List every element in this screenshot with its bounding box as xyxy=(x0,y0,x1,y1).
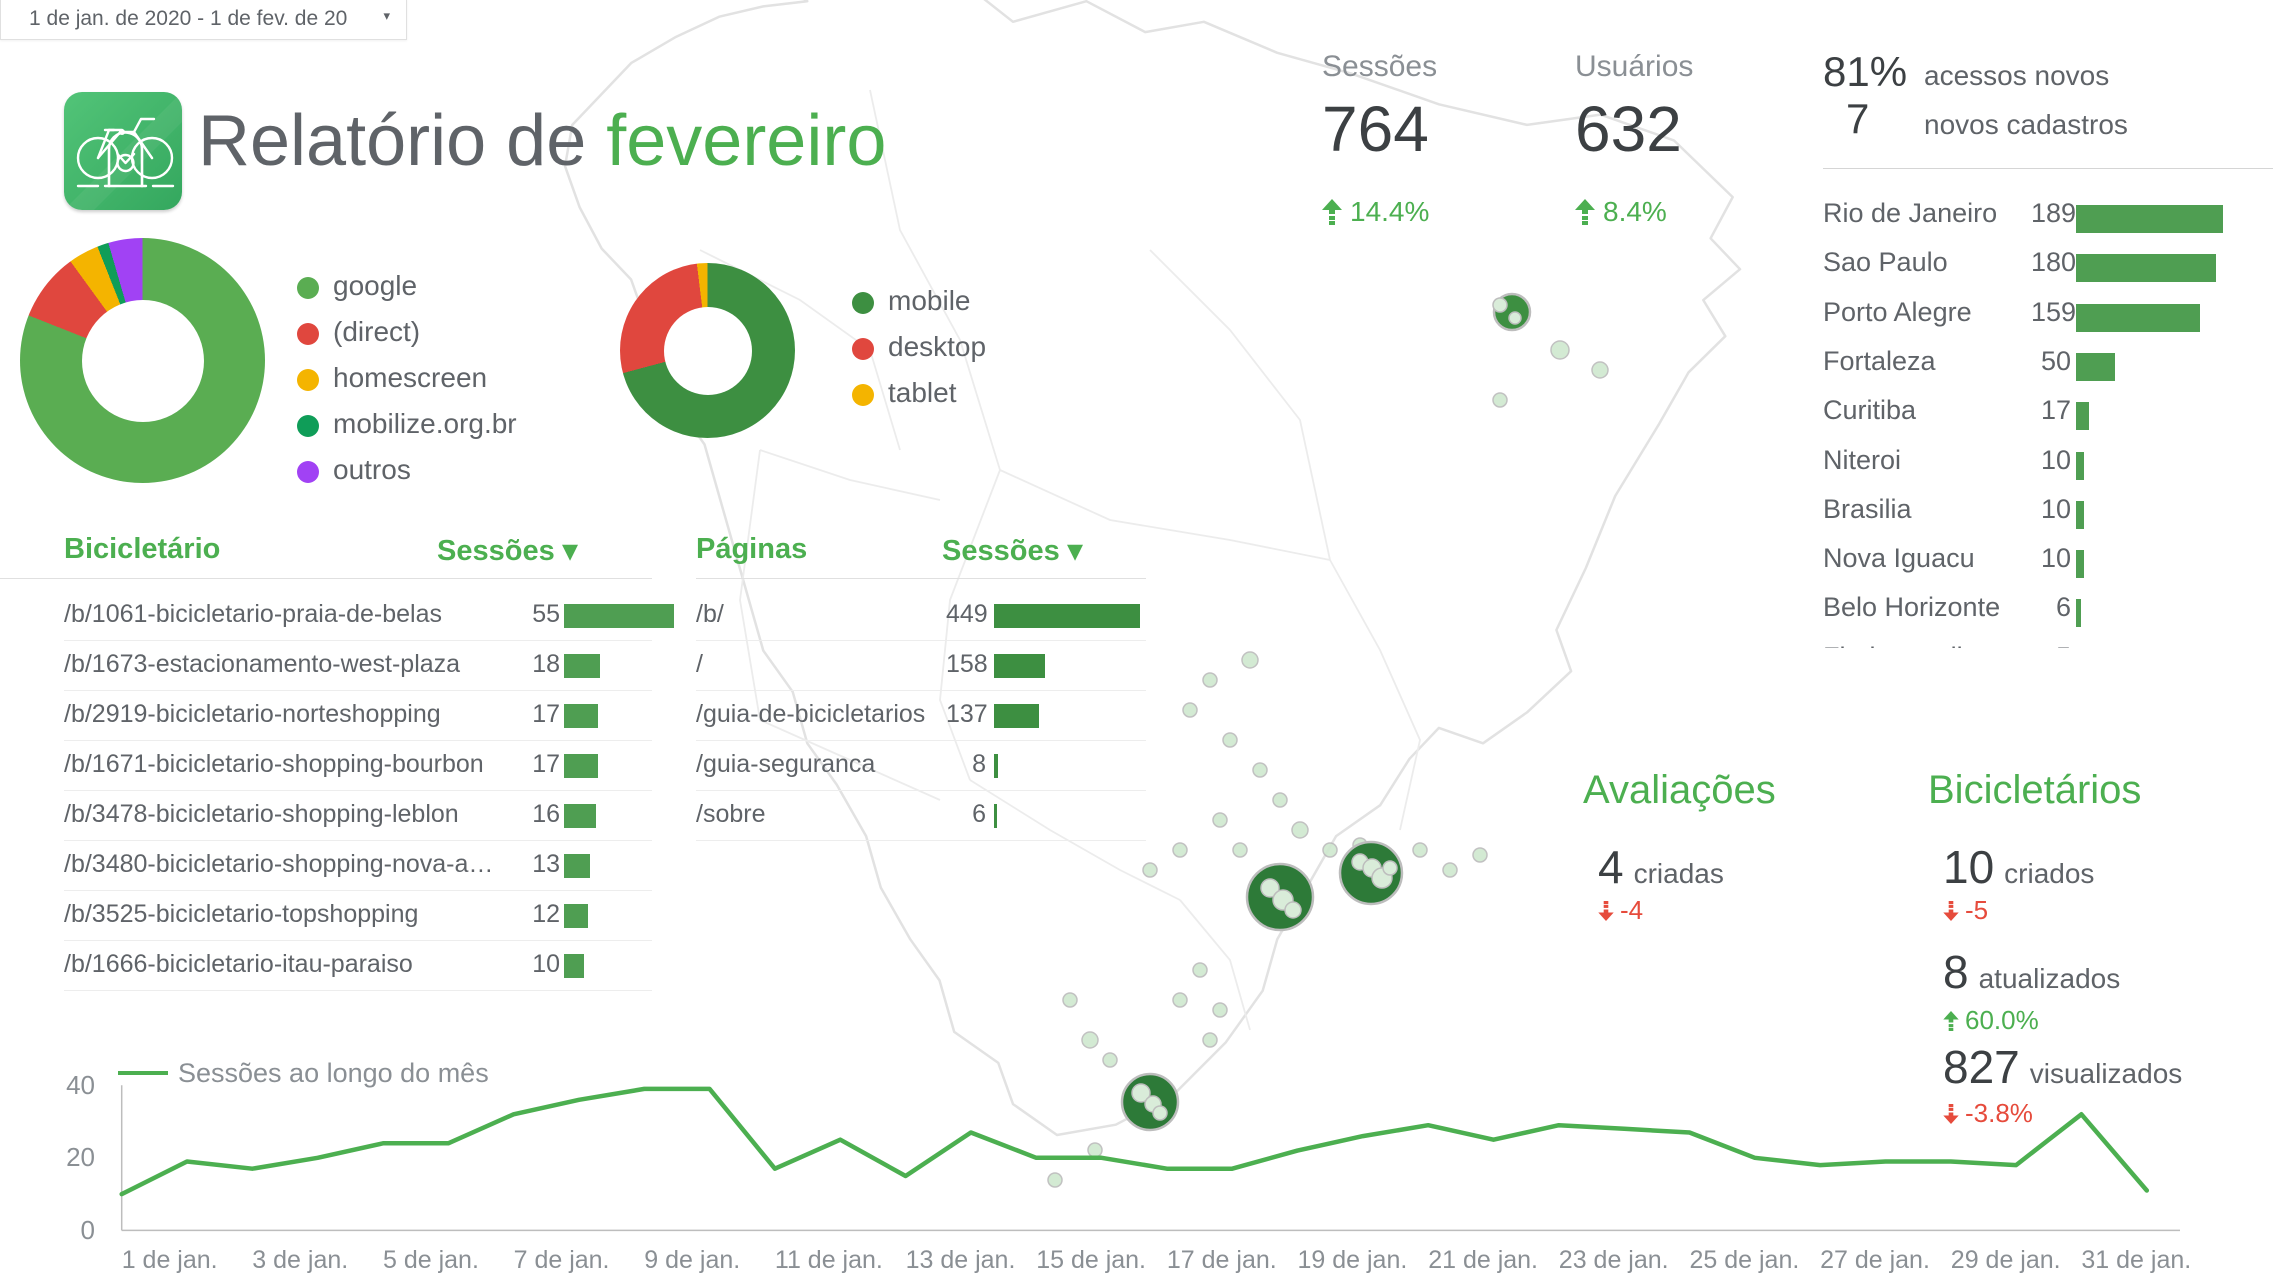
svg-text:3 de jan.: 3 de jan. xyxy=(252,1246,348,1274)
svg-text:29 de jan.: 29 de jan. xyxy=(1951,1246,2061,1274)
svg-text:0: 0 xyxy=(81,1215,95,1245)
svg-text:11 de jan.: 11 de jan. xyxy=(775,1246,883,1274)
svg-text:27 de jan.: 27 de jan. xyxy=(1820,1246,1930,1274)
svg-text:15 de jan.: 15 de jan. xyxy=(1036,1246,1146,1274)
svg-text:25 de jan.: 25 de jan. xyxy=(1690,1246,1800,1274)
svg-text:40: 40 xyxy=(66,1070,95,1100)
svg-text:23 de jan.: 23 de jan. xyxy=(1559,1246,1669,1274)
svg-text:Sessões ao longo do mês: Sessões ao longo do mês xyxy=(178,1058,489,1088)
svg-text:1 de jan.: 1 de jan. xyxy=(122,1246,218,1274)
svg-text:31 de jan.: 31 de jan. xyxy=(2081,1246,2191,1274)
svg-text:17 de jan.: 17 de jan. xyxy=(1167,1246,1277,1274)
svg-text:9 de jan.: 9 de jan. xyxy=(644,1246,740,1274)
svg-text:20: 20 xyxy=(66,1142,95,1172)
svg-text:7 de jan.: 7 de jan. xyxy=(514,1246,610,1274)
svg-text:19 de jan.: 19 de jan. xyxy=(1298,1246,1408,1274)
svg-text:13 de jan.: 13 de jan. xyxy=(906,1246,1016,1274)
svg-text:21 de jan.: 21 de jan. xyxy=(1428,1246,1538,1274)
svg-text:5 de jan.: 5 de jan. xyxy=(383,1246,479,1274)
